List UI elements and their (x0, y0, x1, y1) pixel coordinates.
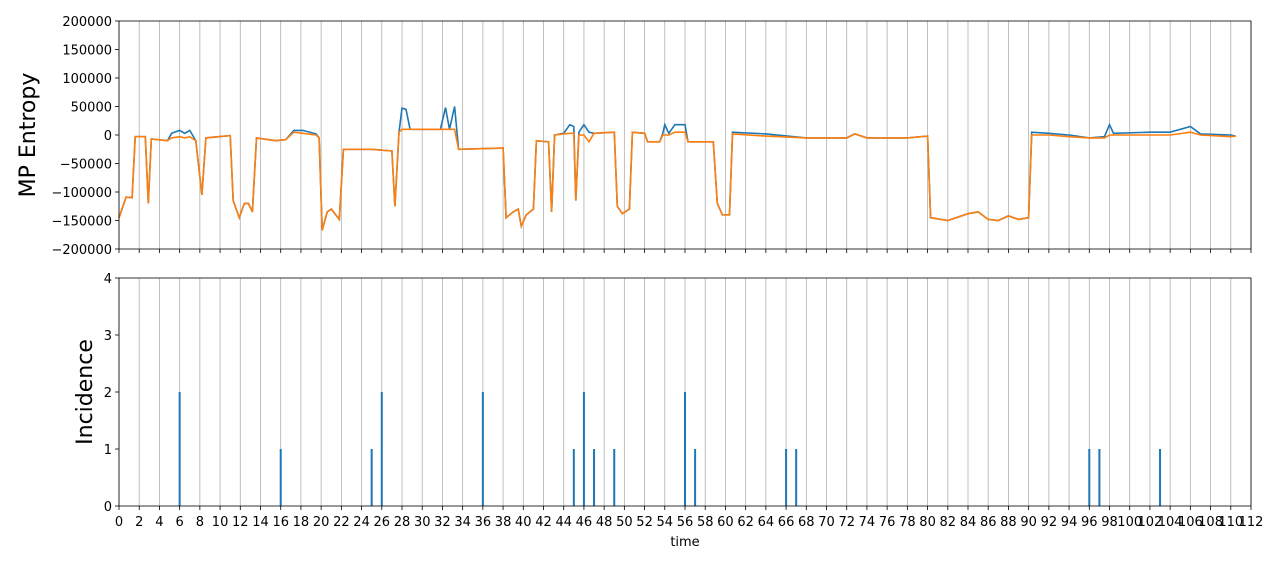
x-tick-label: 108 (1198, 515, 1223, 530)
x-tick-label: 16 (272, 515, 289, 530)
y-tick-label: 200000 (62, 15, 112, 30)
bar (481, 392, 484, 506)
y-tick-label: 1 (104, 443, 112, 458)
x-tick-label: 60 (717, 515, 734, 530)
x-tick-label: 94 (1061, 515, 1078, 530)
x-tick-label: 20 (313, 515, 330, 530)
y-axis-label: Incidence (73, 339, 98, 445)
y-tick-label: 4 (104, 272, 112, 287)
bar (613, 449, 616, 506)
y-tick-label: 100000 (62, 72, 112, 87)
x-tick-label: 62 (737, 515, 754, 530)
bar (582, 392, 585, 506)
x-tick-label: 74 (859, 515, 876, 530)
x-tick-label: 92 (1041, 515, 1058, 530)
x-tick-label: 84 (960, 515, 977, 530)
bar (684, 392, 686, 506)
x-tick-label: 42 (535, 515, 552, 530)
y-tick-label: 50000 (71, 101, 112, 116)
x-tick-label: 112 (1239, 515, 1264, 530)
x-tick-label: 106 (1178, 515, 1203, 530)
x-tick-label: 100 (1117, 515, 1142, 530)
x-tick-label: 6 (176, 515, 184, 530)
bar (279, 449, 282, 506)
axes-frame (118, 20, 1252, 250)
x-tick-label: 40 (515, 515, 532, 530)
x-tick-label: 98 (1101, 515, 1118, 530)
x-tick-label: 72 (838, 515, 855, 530)
x-tick-label: 102 (1138, 515, 1163, 530)
bar (593, 449, 596, 506)
x-tick-label: 52 (636, 515, 653, 530)
x-tick-label: 8 (196, 515, 204, 530)
x-tick-label: 48 (596, 515, 613, 530)
x-tick-label: 28 (394, 515, 411, 530)
x-tick-label: 88 (1000, 515, 1017, 530)
axes-frame (118, 277, 1252, 507)
x-tick-label: 30 (414, 515, 431, 530)
x-tick-label: 24 (353, 515, 370, 530)
bar (1098, 449, 1101, 506)
bar (1088, 449, 1091, 506)
x-tick-label: 50 (616, 515, 633, 530)
bar (795, 449, 798, 506)
bar (694, 449, 697, 506)
bar (380, 392, 383, 506)
x-tick-label: 12 (232, 515, 249, 530)
y-tick-label: −200000 (51, 243, 112, 258)
x-tick-label: 4 (155, 515, 163, 530)
x-tick-label: 2 (135, 515, 143, 530)
x-tick-label: 70 (818, 515, 835, 530)
x-tick-label: 18 (293, 515, 310, 530)
x-tick-label: 104 (1158, 515, 1183, 530)
x-tick-label: 76 (879, 515, 896, 530)
y-tick-label: 0 (104, 500, 112, 515)
x-tick-label: 66 (778, 515, 795, 530)
x-tick-label: 38 (495, 515, 512, 530)
y-tick-label: 2 (104, 386, 112, 401)
bar (785, 449, 788, 506)
bar (178, 392, 181, 506)
x-tick-label: 36 (475, 515, 492, 530)
x-tick-label: 46 (576, 515, 593, 530)
x-tick-label: 14 (252, 515, 269, 530)
x-tick-label: 58 (697, 515, 714, 530)
x-tick-label: 78 (899, 515, 916, 530)
bar (370, 449, 373, 506)
x-tick-label: 80 (919, 515, 936, 530)
y-tick-label: 0 (104, 129, 112, 144)
bar (572, 449, 575, 506)
x-tick-label: 26 (374, 515, 391, 530)
y-tick-label: −100000 (51, 186, 112, 201)
y-axis-label: MP Entropy (16, 73, 41, 198)
x-tick-label: 90 (1020, 515, 1037, 530)
series-line (118, 128, 1236, 231)
x-tick-label: 32 (434, 515, 451, 530)
x-tick-label: 86 (980, 515, 997, 530)
x-tick-label: 54 (657, 515, 674, 530)
x-tick-label: 0 (115, 515, 123, 530)
x-tick-label: 56 (677, 515, 694, 530)
y-tick-label: −50000 (60, 158, 112, 173)
x-tick-label: 82 (940, 515, 957, 530)
x-tick-label: 44 (555, 515, 572, 530)
x-axis-label: time (670, 535, 699, 550)
y-tick-label: −150000 (51, 215, 112, 230)
x-tick-label: 10 (212, 515, 229, 530)
y-tick-label: 3 (104, 329, 112, 344)
y-tick-label: 150000 (62, 44, 112, 59)
bar (1159, 449, 1162, 506)
x-tick-label: 96 (1081, 515, 1098, 530)
series-line (118, 106, 1236, 231)
x-tick-label: 68 (798, 515, 815, 530)
x-tick-label: 34 (454, 515, 471, 530)
x-tick-label: 110 (1218, 515, 1243, 530)
x-tick-label: 22 (333, 515, 350, 530)
x-tick-label: 64 (758, 515, 775, 530)
